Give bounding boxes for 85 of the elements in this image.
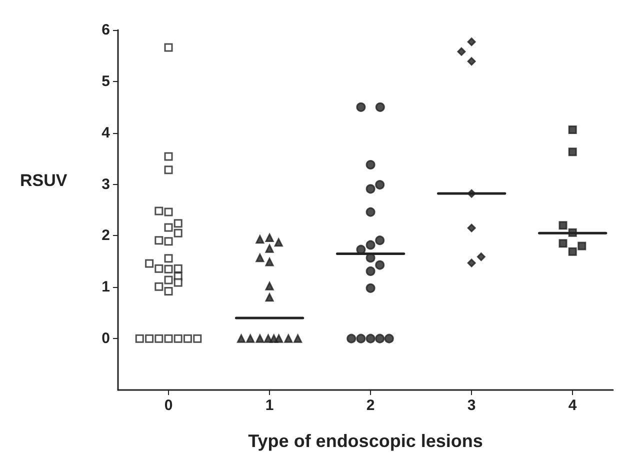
point bbox=[384, 334, 394, 344]
point bbox=[154, 334, 164, 343]
point bbox=[294, 334, 302, 343]
point bbox=[164, 43, 173, 52]
point bbox=[164, 276, 173, 284]
y-tick-label: 5 bbox=[102, 72, 110, 90]
point bbox=[568, 126, 577, 134]
x-tick-label: 4 bbox=[568, 397, 578, 414]
point bbox=[154, 264, 164, 273]
y-tick-label: 6 bbox=[102, 22, 110, 38]
point bbox=[467, 38, 476, 46]
point bbox=[265, 293, 274, 302]
point bbox=[467, 258, 476, 268]
point bbox=[346, 334, 356, 344]
point bbox=[164, 223, 173, 232]
point bbox=[135, 334, 144, 343]
point bbox=[467, 224, 476, 232]
point bbox=[366, 266, 376, 276]
y-tick-label: 1 bbox=[102, 278, 110, 296]
point bbox=[246, 334, 255, 343]
point bbox=[356, 102, 366, 112]
point bbox=[174, 278, 182, 287]
point bbox=[265, 244, 274, 253]
point bbox=[154, 236, 164, 245]
point bbox=[164, 287, 173, 296]
point bbox=[568, 247, 577, 256]
point bbox=[174, 219, 182, 228]
point bbox=[154, 282, 164, 291]
point bbox=[265, 258, 274, 266]
y-tick-label: 4 bbox=[102, 124, 111, 142]
point bbox=[164, 254, 173, 263]
point bbox=[375, 180, 385, 190]
y-tick-label: 2 bbox=[102, 227, 110, 244]
point bbox=[145, 334, 154, 343]
y-tick-label: 3 bbox=[102, 176, 110, 193]
point bbox=[284, 334, 293, 343]
point bbox=[236, 334, 246, 343]
point bbox=[568, 148, 577, 156]
point bbox=[366, 207, 376, 217]
point bbox=[154, 206, 164, 216]
point bbox=[375, 334, 385, 344]
point bbox=[375, 236, 385, 246]
point bbox=[256, 235, 264, 244]
x-tick-label: 2 bbox=[366, 397, 375, 414]
point bbox=[457, 47, 466, 56]
point bbox=[164, 166, 173, 174]
point bbox=[366, 184, 376, 194]
point bbox=[256, 254, 264, 262]
point bbox=[578, 242, 586, 250]
point bbox=[366, 160, 376, 170]
point bbox=[467, 57, 476, 66]
point bbox=[366, 283, 376, 293]
point bbox=[274, 238, 283, 247]
point bbox=[164, 237, 173, 246]
point bbox=[174, 264, 182, 273]
point bbox=[265, 282, 274, 290]
point bbox=[265, 234, 274, 242]
point bbox=[274, 334, 284, 343]
point bbox=[145, 259, 154, 268]
y-tick-label: 0 bbox=[102, 330, 110, 348]
point bbox=[164, 152, 173, 161]
point bbox=[193, 334, 202, 343]
point bbox=[558, 221, 568, 230]
point bbox=[476, 252, 486, 262]
point bbox=[375, 260, 385, 270]
point bbox=[558, 239, 568, 248]
point bbox=[264, 334, 272, 343]
x-tick-label: 0 bbox=[164, 397, 173, 414]
point bbox=[174, 228, 182, 238]
point bbox=[366, 240, 376, 250]
point bbox=[568, 228, 577, 237]
point bbox=[164, 208, 173, 216]
point bbox=[256, 334, 264, 343]
point bbox=[174, 334, 182, 343]
y-axis-title: RSUV bbox=[20, 171, 68, 190]
x-tick-label: 3 bbox=[467, 397, 476, 414]
point bbox=[164, 334, 173, 343]
x-axis-title: Type of endoscopic lesions bbox=[248, 431, 483, 451]
x-tick-label: 1 bbox=[265, 397, 274, 414]
point bbox=[356, 334, 366, 344]
point bbox=[183, 334, 192, 343]
point bbox=[366, 334, 376, 344]
point bbox=[467, 189, 476, 198]
point bbox=[375, 102, 385, 112]
point bbox=[164, 264, 173, 274]
